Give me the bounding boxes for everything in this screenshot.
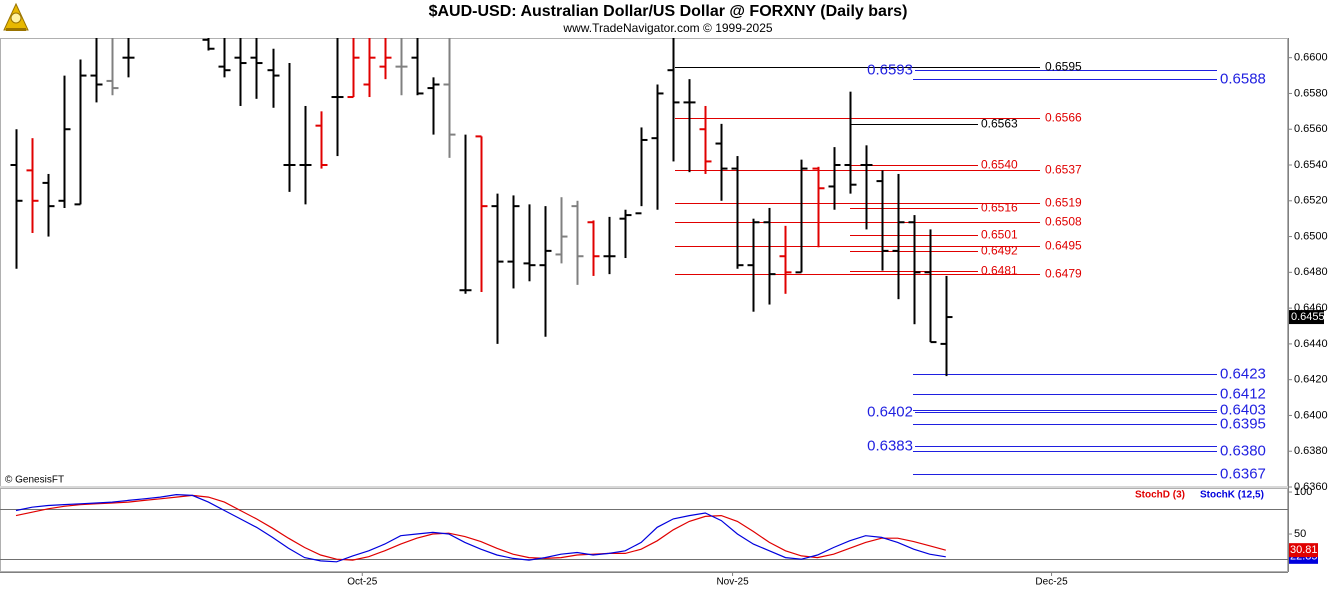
level-label: 0.6495 <box>1045 239 1082 253</box>
chart-title: $AUD-USD: Australian Dollar/US Dollar @ … <box>429 3 908 20</box>
indicator-value-label: 30.81 <box>1290 544 1318 556</box>
level-label: 0.6516 <box>981 201 1018 215</box>
y-tick-label: 0.6360 <box>1294 481 1328 493</box>
level-label: 0.6481 <box>981 264 1018 278</box>
y-tick-label: 0.6600 <box>1294 52 1328 64</box>
indicator-value-badge <box>1289 543 1318 558</box>
level-label: 0.6479 <box>1045 267 1082 281</box>
legend-entry: StochK (12,5) <box>1200 490 1264 501</box>
level-label: 0.6423 <box>1220 365 1266 382</box>
y-tick-label: 0.6400 <box>1294 409 1328 421</box>
x-tick-label: Dec-25 <box>1035 577 1068 588</box>
y-tick-label: 0.6580 <box>1294 87 1328 99</box>
level-label: 0.6566 <box>1045 111 1082 125</box>
level-label: 0.6395 <box>1220 415 1266 432</box>
level-label: 0.6595 <box>1045 60 1082 74</box>
level-label: 0.6593 <box>867 61 913 78</box>
y-tick-label: 0.6380 <box>1294 445 1328 457</box>
stoch-line <box>15 493 946 563</box>
last-price-label: 0.6455 <box>1291 311 1325 323</box>
indicator-panel-frame <box>0 488 1288 572</box>
legend-entry: StochD (3) <box>1135 490 1185 501</box>
price-plot <box>10 38 1217 475</box>
level-label: 0.6508 <box>1045 215 1082 229</box>
y-tick-label: 0.6500 <box>1294 230 1328 242</box>
y-tick-label: 0.6440 <box>1294 338 1328 350</box>
level-label: 0.6380 <box>1220 442 1266 459</box>
level-label: 0.6588 <box>1220 70 1266 87</box>
level-label: 0.6412 <box>1220 385 1266 402</box>
level-label: 0.6492 <box>981 244 1018 258</box>
axes: 0.6600 0.6580 0.6560 0.6540 0.6520 0.6500 0.64… <box>347 52 1327 588</box>
x-tick-label: Oct-25 <box>347 577 377 588</box>
y-tick-label: 0.6560 <box>1294 123 1328 135</box>
last-price-badge <box>1289 310 1324 325</box>
level-label: 0.6403 <box>1220 401 1266 418</box>
level-label: 0.6519 <box>1045 196 1082 210</box>
indicator-plot <box>0 493 1288 563</box>
panel-separator <box>0 486 1288 489</box>
level-label: 0.6383 <box>867 437 913 454</box>
logo <box>3 2 29 31</box>
level-label: 0.6402 <box>867 403 913 420</box>
chart-subtitle: www.TradeNavigator.com © 1999-2025 <box>562 21 772 35</box>
indicator-y-tick-label: 100 <box>1294 486 1312 498</box>
watermark: © GenesisFT <box>5 475 64 486</box>
level-label: 0.6367 <box>1220 465 1266 482</box>
y-tick-label: 0.6540 <box>1294 159 1328 171</box>
level-label: 0.6540 <box>981 158 1018 172</box>
y-tick-label: 0.6480 <box>1294 266 1328 278</box>
x-tick-label: Nov-25 <box>716 577 749 588</box>
level-label: 0.6563 <box>981 117 1018 131</box>
y-tick-label: 0.6520 <box>1294 195 1328 207</box>
y-tick-label: 0.6420 <box>1294 374 1328 386</box>
indicator-y-tick-label: 50 <box>1294 528 1306 540</box>
level-label: 0.6501 <box>981 228 1018 242</box>
stoch-line <box>15 494 946 561</box>
level-label: 0.6537 <box>1045 163 1082 177</box>
